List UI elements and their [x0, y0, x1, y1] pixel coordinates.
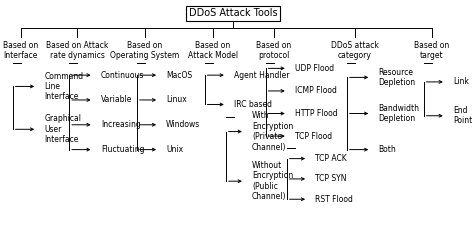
Text: MacOS: MacOS — [166, 71, 192, 80]
Text: Command
Line
Interface: Command Line Interface — [45, 72, 83, 101]
Text: Without
Encryption
(Public
Channel): Without Encryption (Public Channel) — [252, 161, 293, 201]
Text: Link: Link — [453, 77, 469, 86]
Text: Continuous: Continuous — [101, 71, 144, 80]
Text: DDoS Attack Tools: DDoS Attack Tools — [189, 8, 277, 18]
Text: Resource
Depletion: Resource Depletion — [378, 68, 416, 87]
Text: Based on
target: Based on target — [414, 41, 449, 60]
Text: End
Point: End Point — [453, 106, 472, 126]
Text: Windows: Windows — [166, 120, 201, 129]
Text: With
Encryption
(Private
Channel): With Encryption (Private Channel) — [252, 111, 293, 152]
Text: Increasing: Increasing — [101, 120, 140, 129]
Text: TCP SYN: TCP SYN — [315, 174, 347, 183]
Text: UDP Flood: UDP Flood — [295, 64, 334, 73]
Text: TCP ACK: TCP ACK — [315, 154, 347, 163]
Text: Bandwidth
Depletion: Bandwidth Depletion — [378, 104, 419, 123]
Text: Based on
Interface: Based on Interface — [3, 41, 38, 60]
Text: DDoS attack
category: DDoS attack category — [331, 41, 379, 60]
Text: ICMP Flood: ICMP Flood — [295, 86, 337, 95]
Text: Based on
Operating System: Based on Operating System — [110, 41, 180, 60]
Text: Linux: Linux — [166, 96, 187, 104]
Text: Both: Both — [378, 145, 396, 154]
Text: Unix: Unix — [166, 145, 183, 154]
Text: TCP Flood: TCP Flood — [295, 132, 332, 141]
Text: Based on
Attack Model: Based on Attack Model — [188, 41, 238, 60]
Text: RST Flood: RST Flood — [315, 195, 353, 204]
Text: Fluctuating: Fluctuating — [101, 145, 144, 154]
Text: IRC based: IRC based — [234, 100, 272, 109]
Text: Agent Handler: Agent Handler — [234, 71, 290, 80]
Text: Based on Attack
rate dynamics: Based on Attack rate dynamics — [46, 41, 109, 60]
Text: Graphical
User
Interface: Graphical User Interface — [45, 114, 82, 144]
Text: Based on
protocol: Based on protocol — [256, 41, 292, 60]
Text: Variable: Variable — [101, 96, 132, 104]
Text: HTTP Flood: HTTP Flood — [295, 109, 337, 118]
